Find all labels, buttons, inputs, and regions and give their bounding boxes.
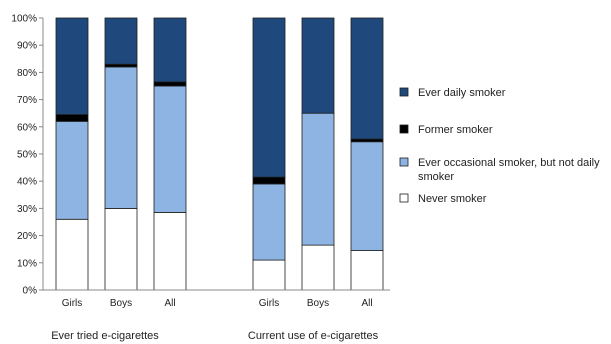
bar-segment-former-smoker-0 (55, 114, 89, 122)
bar-segment-former-smoker-3 (252, 176, 286, 185)
bar-segment-ever-daily-smoker-0 (55, 17, 89, 115)
bars (55, 17, 384, 291)
legend-swatch-ever-occasional-smoker-but-not-daily-smoker (399, 157, 409, 167)
bar-segment-ever-daily-smoker-1 (104, 17, 138, 65)
x-category-label: Boys (110, 298, 132, 309)
legend-swatch-ever-daily-smoker (399, 87, 409, 97)
bar-segment-ever-daily-smoker-2 (153, 17, 187, 83)
x-category-label: Boys (307, 298, 329, 309)
y-tick-label: 10% (17, 258, 37, 269)
x-axis: Girls Boys All Girls Boys All Ever tried e-cig… (43, 289, 390, 342)
y-tick-label: 80% (17, 68, 37, 79)
bar-segment-never-smoker-2 (153, 212, 187, 291)
bar-segment-ever-daily-smoker-4 (301, 17, 335, 114)
y-tick-label: 0% (23, 286, 38, 297)
y-tick-label: 20% (17, 231, 37, 242)
x-category-label: All (164, 298, 175, 309)
bar-segment-ever-occasional-smoker-but-not-daily-smoker-5 (350, 141, 384, 251)
bar-segment-never-smoker-1 (104, 207, 138, 291)
bar-segment-former-smoker-1 (104, 63, 138, 68)
legend-label-ever-occasional-smoker-but-not-daily-smoker: Ever occasional smoker, but not daily smo… (418, 157, 600, 183)
y-tick-label: 60% (17, 122, 37, 133)
y-tick-label: 50% (17, 150, 37, 161)
x-group-label: Ever tried e-cigarettes (51, 330, 159, 342)
bar-segment-never-smoker-3 (252, 259, 286, 291)
y-tick-label: 70% (17, 95, 37, 106)
y-tick-label: 90% (17, 41, 37, 52)
bar-segment-ever-daily-smoker-3 (252, 17, 286, 178)
bar-segment-ever-occasional-smoker-but-not-daily-smoker-1 (104, 66, 138, 209)
legend-label-former-smoker: Former smoker (418, 124, 493, 136)
bar-segment-ever-daily-smoker-5 (350, 17, 384, 140)
x-category-label: Girls (62, 298, 83, 309)
y-tick-label: 100% (11, 14, 37, 25)
bar-segment-never-smoker-4 (301, 244, 335, 291)
legend-swatch-former-smoker (399, 124, 409, 134)
bar-segment-ever-occasional-smoker-but-not-daily-smoker-2 (153, 85, 187, 213)
legend-label-never-smoker: Never smoker (418, 193, 487, 205)
y-tick-label: 30% (17, 204, 37, 215)
bar-segment-ever-occasional-smoker-but-not-daily-smoker-3 (252, 183, 286, 261)
bar-segment-never-smoker-5 (350, 250, 384, 291)
bar-segment-former-smoker-5 (350, 138, 384, 143)
x-group-label: Current use of e-cigarettes (248, 330, 379, 342)
legend-swatch-never-smoker (399, 193, 409, 203)
bar-segment-never-smoker-0 (55, 218, 89, 291)
y-tick-label: 40% (17, 177, 37, 188)
x-category-label: Girls (259, 298, 280, 309)
legend: Ever daily smoker Former smoker Ever occas… (399, 87, 600, 205)
x-category-label: All (361, 298, 372, 309)
bar-segment-ever-occasional-smoker-but-not-daily-smoker-4 (301, 112, 335, 246)
bar-segment-ever-occasional-smoker-but-not-daily-smoker-0 (55, 120, 89, 220)
bar-segment-former-smoker-2 (153, 81, 187, 87)
legend-label-ever-daily-smoker: Ever daily smoker (418, 87, 506, 99)
y-axis: 0% 10% 20% 30% 40% 50% 60% 70% 80% 90% 100% (11, 14, 44, 297)
